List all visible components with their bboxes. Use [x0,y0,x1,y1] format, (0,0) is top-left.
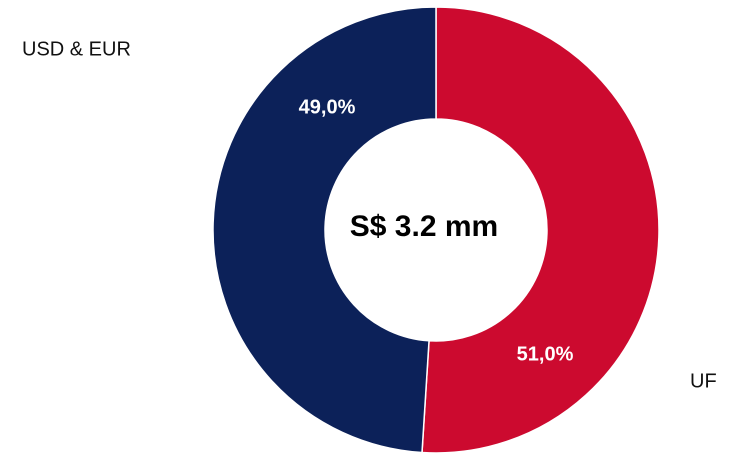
donut-slice [421,6,660,453]
category-label: USD & EUR [22,38,131,60]
donut-slice [212,6,437,453]
data-label: 51,0% [517,343,574,365]
category-label: UF [690,370,717,392]
center-label: S$ 3.2 mm [350,210,498,243]
data-label: 49,0% [299,96,356,118]
